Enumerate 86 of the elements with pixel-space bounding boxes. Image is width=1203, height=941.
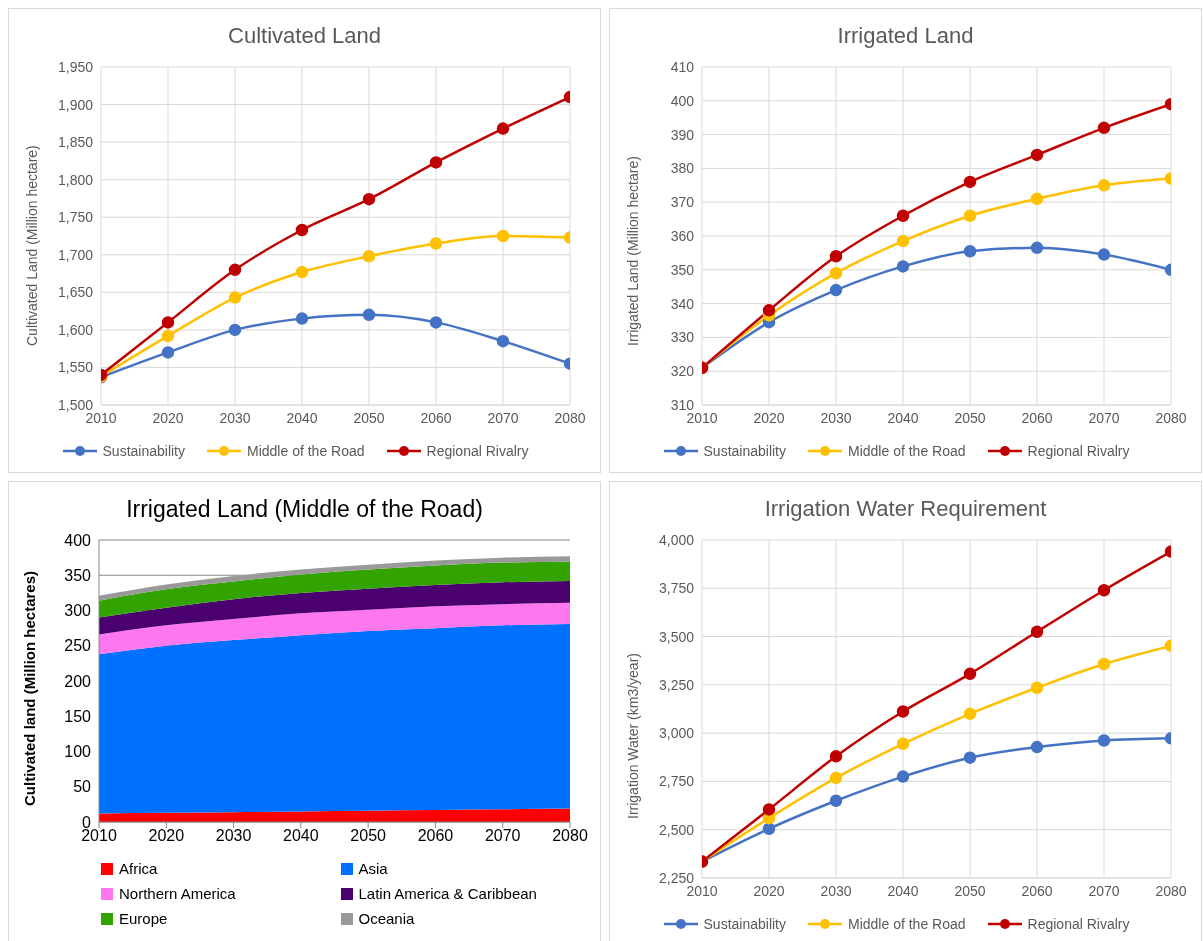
- y-tick-label: 410: [670, 58, 695, 75]
- y-tick-label: 400: [670, 92, 695, 109]
- y-tick-label: 200: [64, 672, 92, 690]
- y-tick-label: 370: [670, 194, 695, 211]
- x-tick-label: 2020: [148, 827, 185, 845]
- y-axis-title: Cultivated Land (Million hectare): [23, 145, 40, 346]
- legend-label: Asia: [358, 860, 388, 877]
- x-tick-label: 2030: [219, 409, 251, 426]
- x-tick-label: 2060: [1021, 882, 1053, 899]
- legend-label: Middle of the Road: [247, 443, 365, 459]
- legend-label: Northern America: [119, 885, 236, 902]
- y-tick-label: 1,700: [57, 246, 94, 263]
- y-tick-label: 2,750: [658, 773, 695, 790]
- x-tick-label: 2070: [1088, 409, 1120, 426]
- y-tick-label: 320: [670, 363, 695, 380]
- y-tick-label: 150: [64, 707, 92, 725]
- y-tick-label: 390: [670, 126, 695, 143]
- x-tick-label: 2030: [215, 827, 252, 845]
- y-tick-label: 1,850: [57, 134, 94, 151]
- legend-label: Latin America & Caribbean: [358, 885, 537, 902]
- x-tick-label: 2050: [350, 827, 387, 845]
- x-tick-label: 2040: [283, 827, 319, 845]
- chart-title: Irrigation Water Requirement: [763, 496, 1048, 523]
- y-tick-label: 1,750: [57, 209, 94, 226]
- y-tick-label: 400: [64, 531, 92, 549]
- chart-title: Cultivated Land: [227, 23, 382, 50]
- x-tick-label: 2080: [1155, 882, 1187, 899]
- y-tick-label: 350: [670, 261, 695, 278]
- y-axis-title: Irrigation Water (km3/year): [624, 653, 641, 819]
- legend-label: Sustainability: [703, 916, 787, 932]
- x-tick-label: 2060: [1021, 409, 1053, 426]
- legend-label: Africa: [119, 860, 158, 877]
- y-tick-label: 1,550: [57, 359, 94, 376]
- legend-label: Europe: [119, 910, 168, 927]
- y-tick-label: 1,650: [57, 284, 94, 301]
- chart-title: Irrigated Land: [836, 23, 975, 50]
- x-tick-label: 2040: [286, 409, 318, 426]
- y-tick-label: 3,000: [658, 725, 695, 742]
- y-tick-label: 250: [64, 637, 92, 655]
- y-tick-label: 2,500: [658, 821, 695, 838]
- x-tick-label: 2080: [1155, 409, 1187, 426]
- y-tick-label: 350: [64, 566, 92, 584]
- x-tick-label: 2050: [954, 882, 986, 899]
- legend-label: Regional Rivalry: [1027, 916, 1130, 932]
- y-tick-label: 340: [670, 295, 695, 312]
- legend-label: Middle of the Road: [848, 916, 966, 932]
- y-tick-label: 1,800: [57, 171, 94, 188]
- legend-label: Regional Rivalry: [426, 443, 529, 459]
- y-tick-label: 1,950: [57, 58, 94, 75]
- chart-title: Irrigated Land (Middle of the Road): [125, 496, 484, 524]
- x-tick-label: 2070: [484, 827, 521, 845]
- x-tick-label: 2020: [753, 409, 785, 426]
- y-tick-label: 3,500: [658, 628, 695, 645]
- y-tick-label: 360: [670, 227, 695, 244]
- legend-label: Middle of the Road: [848, 443, 966, 459]
- x-tick-label: 2080: [554, 409, 586, 426]
- x-tick-label: 2070: [487, 409, 519, 426]
- y-axis-title: Cultivated land (Million hectares): [21, 570, 39, 806]
- x-tick-label: 2070: [1088, 882, 1120, 899]
- legend-label: Regional Rivalry: [1027, 443, 1130, 459]
- legend-label: Sustainability: [703, 443, 787, 459]
- x-tick-label: 2040: [887, 409, 919, 426]
- x-tick-label: 2020: [753, 882, 785, 899]
- y-tick-label: 50: [73, 778, 92, 796]
- x-tick-label: 2010: [81, 827, 117, 845]
- x-tick-label: 2060: [417, 827, 454, 845]
- y-tick-label: 3,250: [658, 676, 695, 693]
- legend-label: Sustainability: [102, 443, 186, 459]
- y-tick-label: 1,900: [57, 96, 94, 113]
- x-tick-label: 2030: [820, 409, 852, 426]
- y-tick-label: 100: [64, 743, 92, 761]
- y-tick-label: 380: [670, 160, 695, 177]
- x-tick-label: 2060: [420, 409, 452, 426]
- x-tick-label: 2030: [820, 882, 852, 899]
- y-tick-label: 300: [64, 602, 92, 620]
- x-tick-label: 2020: [152, 409, 184, 426]
- y-tick-label: 1,600: [57, 321, 94, 338]
- y-tick-label: 330: [670, 329, 695, 346]
- x-tick-label: 2050: [954, 409, 986, 426]
- x-tick-label: 2050: [353, 409, 385, 426]
- y-axis-title: Irrigated Land (Million hectare): [624, 156, 641, 346]
- x-tick-label: 2040: [887, 882, 919, 899]
- y-tick-label: 3,750: [658, 580, 695, 597]
- x-tick-label: 2080: [552, 827, 588, 845]
- legend-label: Oceania: [358, 910, 415, 927]
- y-tick-label: 4,000: [658, 531, 695, 548]
